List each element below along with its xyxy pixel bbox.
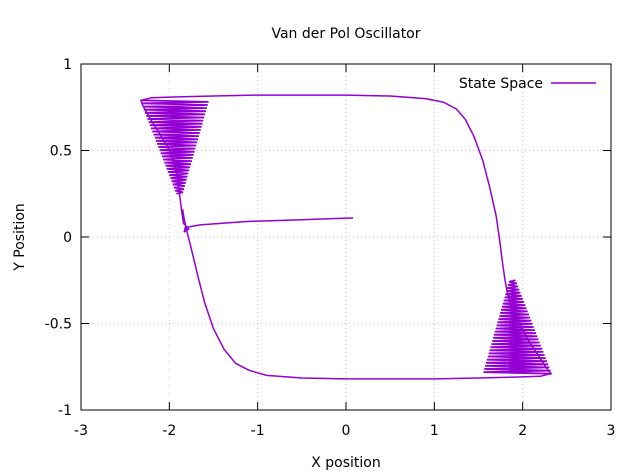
- y-tick-label: 0.5: [50, 144, 72, 160]
- x-tick-label: 1: [430, 423, 439, 439]
- oscillation-band-right: [483, 279, 552, 375]
- x-tick-label: 3: [607, 423, 616, 439]
- legend-label: State Space: [459, 76, 543, 92]
- y-tick-label: 1: [63, 57, 72, 73]
- x-tick-label: -1: [251, 423, 265, 439]
- x-tick-label: -3: [74, 423, 88, 439]
- x-tick-label: -2: [162, 423, 176, 439]
- legend: State Space: [459, 76, 596, 92]
- y-tick-label: -0.5: [45, 317, 72, 333]
- x-tick-label: 2: [518, 423, 527, 439]
- chart-title: Van der Pol Oscillator: [271, 26, 420, 42]
- y-tick-label: 0: [63, 230, 72, 246]
- y-tick-label: -1: [58, 403, 72, 419]
- y-axis-label: Y Position: [12, 203, 28, 272]
- ticks: -3 -2 -1 0 1 2 3 -1 -0.5 0 0.5 1: [45, 57, 616, 439]
- oscillation-band-left: [140, 99, 209, 195]
- series-layer: [140, 94, 552, 380]
- series-line-state-space: [140, 94, 552, 380]
- x-axis-label: X position: [311, 455, 381, 471]
- x-tick-label: 0: [342, 423, 351, 439]
